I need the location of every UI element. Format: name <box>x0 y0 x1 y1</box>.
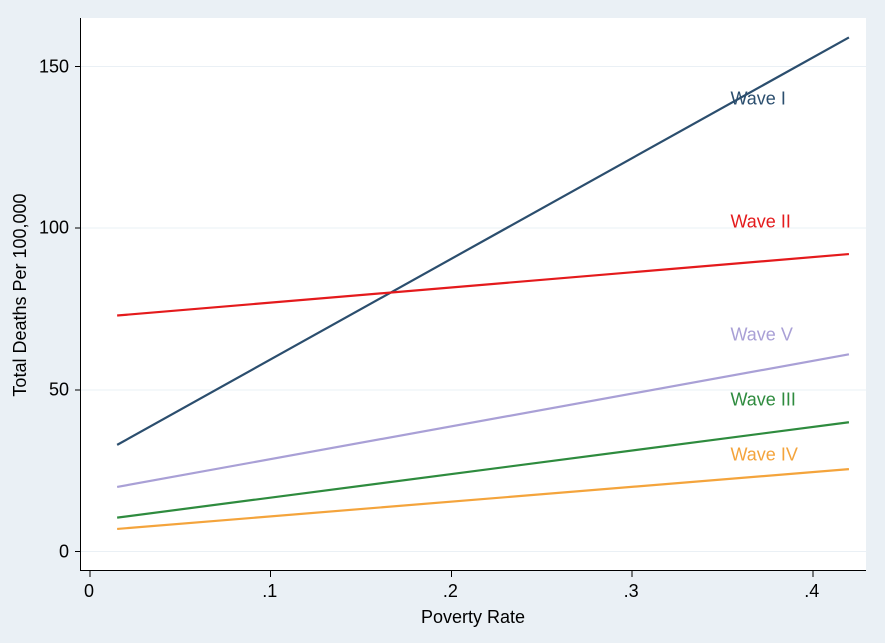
x-axis-title: Poverty Rate <box>421 607 525 628</box>
y-tick-label: 100 <box>39 218 69 239</box>
series-line <box>117 354 849 487</box>
series-line <box>117 422 849 517</box>
y-tick-label: 150 <box>39 56 69 77</box>
x-tick-label: 0 <box>84 581 94 602</box>
y-axis-title: Total Deaths Per 100,000 <box>10 193 31 396</box>
series-label: Wave II <box>730 211 790 232</box>
y-tick-label: 0 <box>59 541 69 562</box>
series-line <box>117 469 849 529</box>
y-tick-label: 50 <box>49 379 69 400</box>
x-tick-label: .3 <box>624 581 639 602</box>
series-label: Wave V <box>730 324 792 345</box>
series-label: Wave I <box>730 88 785 109</box>
series-label: Wave III <box>730 389 795 410</box>
x-tick-label: .2 <box>443 581 458 602</box>
x-tick-label: .1 <box>262 581 277 602</box>
series-line <box>117 254 849 315</box>
x-tick-label: .4 <box>804 581 819 602</box>
series-label: Wave IV <box>730 444 797 465</box>
chart-outer: Poverty Rate Total Deaths Per 100,000 0.… <box>0 0 885 643</box>
